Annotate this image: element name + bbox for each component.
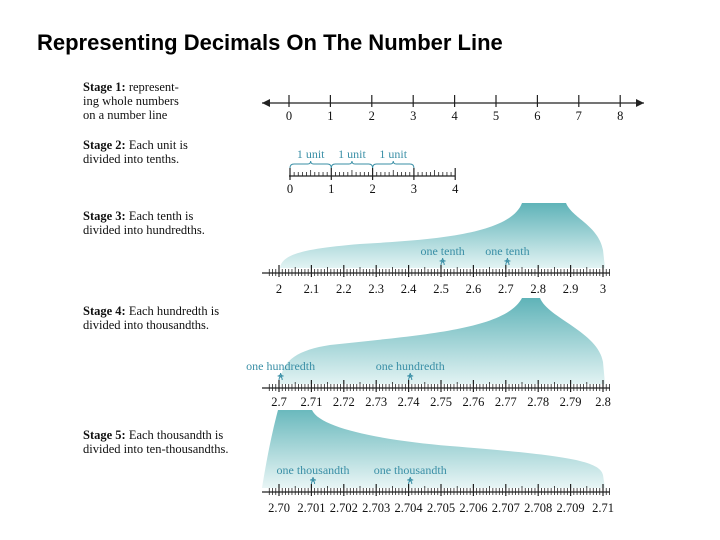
tick-label: 2.1 [304,282,320,296]
stage-heading: Stage 4: [83,304,126,318]
tick-label: 2.73 [365,395,387,409]
zoom-funnel-stage5 [262,410,605,488]
stage-heading: Stage 3: [83,209,126,223]
tick-label: 2.709 [557,501,585,515]
brace-icon [330,160,374,169]
brace-label: 1 unit [338,147,366,161]
tick-label: 2.76 [462,395,484,409]
tick-label: 2.75 [430,395,452,409]
tick-label: 2 [276,282,282,296]
stage-heading: Stage 1: [83,80,126,94]
brace-icon [372,160,415,169]
tick-label: 2.79 [560,395,582,409]
tick-label: 2.708 [524,501,552,515]
tick-label: 2.74 [398,395,421,409]
brace-icon [407,476,414,485]
brace-label: one tenth [485,244,529,258]
brace-label: one tenth [420,244,464,258]
stage-text-line: on a number line [83,108,168,122]
tick-label: 4 [452,182,459,196]
brace-label: 1 unit [297,147,325,161]
arrow-right-icon [636,99,644,107]
stage-text-line: divided into ten-thousandths. [83,442,229,456]
tick-label: 2.71 [592,501,614,515]
brace-icon [407,372,414,381]
tick-label: 1 [328,182,334,196]
stage-4-description: Stage 4: Each hundredth is divided into t… [83,304,263,332]
tick-label: 2.707 [492,501,520,515]
tick-label: 1 [327,109,333,123]
brace-icon [439,257,446,266]
tick-label: 4 [451,109,458,123]
stage-text-line: Each thousandth is [125,428,224,442]
tick-label: 2.71 [300,395,322,409]
stage-text-line: divided into thousandths. [83,318,210,332]
tick-label: 3 [410,109,416,123]
tick-label: 2.70 [268,501,290,515]
brace-icon [289,160,332,169]
stage-text-line: divided into hundredths. [83,223,205,237]
stage-text-line: Each unit is [125,138,188,152]
stage-text-line: Each hundredth is [125,304,220,318]
stage-text-line: Each tenth is [125,209,194,223]
tick-label: 3 [600,282,606,296]
brace-label: 1 unit [379,147,407,161]
tick-label: 2.704 [395,501,424,515]
tick-label: 2.5 [433,282,449,296]
page-title: Representing Decimals On The Number Line [37,30,503,55]
brace-label: one thousandth [374,463,447,477]
tick-label: 2.703 [362,501,390,515]
tick-label: 5 [493,109,499,123]
tick-label: 2.77 [495,395,517,409]
tick-label: 2.8 [595,395,611,409]
tick-label: 2.78 [527,395,549,409]
tick-label: 3 [411,182,417,196]
tick-label: 2.7 [498,282,514,296]
brace-label: one hundredth [246,359,315,373]
zoom-funnel-stage4 [280,298,605,384]
tick-label: 2.2 [336,282,352,296]
stage-5-description: Stage 5: Each thousandth is divided into … [83,428,263,456]
stage-text-line: ing whole numbers [83,94,179,108]
stage-heading: Stage 5: [83,428,126,442]
stage-text-line: represent- [125,80,179,94]
brace-icon [309,476,317,485]
tick-label: 2.6 [466,282,482,296]
zoom-funnel-stage3 [280,203,605,268]
tick-label: 2.706 [459,501,487,515]
stage-3-description: Stage 3: Each tenth is divided into hundr… [83,209,263,237]
stage-2-description: Stage 2: Each unit is divided into tenths… [83,138,263,166]
tick-label: 2 [369,109,375,123]
brace-icon [504,257,511,266]
tick-label: 2 [369,182,375,196]
tick-label: 2.702 [330,501,358,515]
tick-label: 2.701 [297,501,325,515]
arrow-left-icon [262,99,270,107]
tick-label: 2.9 [563,282,579,296]
tick-label: 2.3 [368,282,384,296]
tick-label: 2.7 [271,395,287,409]
brace-label: one hundredth [376,359,445,373]
brace-icon [277,372,284,381]
tick-label: 2.705 [427,501,455,515]
tick-label: 2.8 [530,282,546,296]
tick-label: 2.72 [333,395,355,409]
tick-label: 6 [534,109,540,123]
tick-label: 2.4 [401,282,417,296]
stage-1-description: Stage 1: represent-ing whole numbers on a… [83,80,263,122]
tick-label: 8 [617,109,623,123]
tick-label: 7 [576,109,582,123]
stage-text-line: divided into tenths. [83,152,180,166]
tick-label: 0 [286,109,292,123]
stage-heading: Stage 2: [83,138,126,152]
tick-label: 0 [287,182,293,196]
brace-label: one thousandth [277,463,350,477]
